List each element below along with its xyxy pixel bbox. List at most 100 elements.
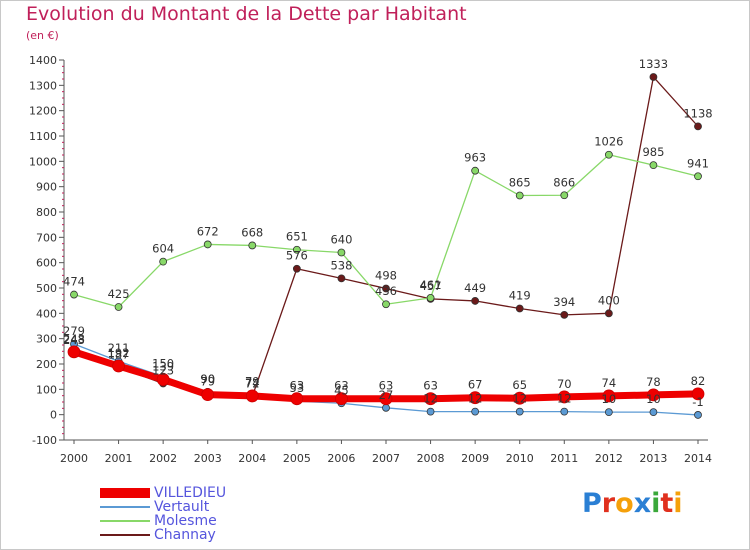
data-point-channay	[649, 73, 658, 81]
data-label-molesme: 865	[509, 176, 531, 190]
data-label-channay: 394	[553, 295, 575, 309]
data-label-channay: 538	[330, 258, 352, 272]
data-label-vertault: 53	[290, 381, 305, 395]
data-label-vertault: 12	[557, 392, 572, 406]
data-point-villedieu	[67, 345, 81, 359]
y-tick-label: 800	[36, 206, 57, 219]
legend-label: Channay	[154, 527, 216, 543]
data-point-molesme	[337, 248, 346, 257]
data-point-molesme	[604, 150, 613, 159]
data-label-molesme: 474	[63, 275, 85, 289]
x-tick-label: 2007	[372, 452, 400, 465]
data-point-vertault	[694, 411, 702, 419]
data-label-molesme: 425	[108, 287, 130, 301]
data-label-molesme: 941	[687, 156, 709, 170]
y-tick-label: 0	[50, 409, 57, 422]
data-point-channay	[382, 284, 390, 293]
data-label-vertault: 12	[512, 392, 527, 406]
data-label-channay: 419	[509, 289, 531, 303]
x-tick-label: 2008	[417, 452, 445, 465]
data-label-villedieu: 82	[691, 374, 706, 388]
data-point-molesme	[159, 257, 168, 266]
x-tick-label: 2011	[550, 452, 578, 465]
data-label-channay: 187	[108, 347, 130, 361]
logo-letter: x	[633, 488, 652, 519]
data-label-molesme: 651	[286, 230, 308, 244]
data-point-molesme	[382, 300, 390, 309]
x-tick-label: 2010	[506, 452, 534, 465]
data-label-channay: 498	[375, 269, 397, 283]
data-point-molesme	[292, 245, 301, 254]
data-label-vertault: 79	[245, 375, 260, 389]
data-point-molesme	[248, 241, 257, 250]
x-tick-label: 2009	[461, 452, 489, 465]
data-label-molesme: 866	[553, 175, 575, 189]
data-label-channay: 400	[598, 293, 620, 307]
data-point-vertault	[471, 407, 480, 416]
data-point-villedieu	[647, 388, 660, 402]
data-point-villedieu	[156, 373, 170, 386]
data-label-vertault: -1	[692, 395, 703, 409]
data-label-molesme: 1026	[594, 135, 623, 149]
legend-item-vertault: Vertault	[100, 500, 226, 514]
x-tick-label: 2005	[283, 452, 311, 465]
series-line-channay	[73, 76, 699, 398]
legend-label: VILLEDIEU	[154, 485, 227, 501]
data-label-villedieu: 65	[512, 378, 527, 392]
x-tick-label: 2000	[60, 452, 88, 465]
y-tick-label: 200	[36, 358, 57, 371]
data-label-molesme: 985	[642, 145, 664, 159]
data-label-channay: 1333	[639, 57, 668, 71]
data-point-villedieu	[557, 390, 571, 404]
data-label-vertault: 10	[646, 392, 661, 406]
data-point-vertault	[426, 407, 435, 416]
data-label-vertault: 279	[63, 324, 85, 338]
data-label-molesme: 461	[420, 278, 442, 292]
y-tick-label: 500	[36, 282, 57, 295]
y-tick-label: 400	[36, 307, 57, 320]
data-point-molesme	[694, 172, 702, 181]
x-tick-label: 2001	[105, 452, 133, 465]
data-point-channay	[515, 304, 524, 313]
data-label-villedieu: 63	[423, 379, 438, 393]
data-label-channay: 576	[286, 249, 308, 263]
data-label-villedieu: 78	[646, 375, 661, 389]
data-point-channay	[471, 297, 480, 305]
chart-title: Evolution du Montant de la Dette par Hab…	[26, 3, 467, 25]
data-label-vertault: 90	[200, 372, 215, 386]
data-label-channay: 243	[63, 333, 85, 347]
data-point-molesme	[203, 240, 212, 249]
data-point-molesme	[114, 303, 123, 311]
x-tick-label: 2013	[639, 452, 667, 465]
proxiti-logo: Proxiti	[582, 488, 683, 519]
data-point-villedieu	[513, 391, 527, 405]
data-point-villedieu	[424, 392, 437, 406]
data-label-channay: 457	[420, 279, 442, 293]
data-point-villedieu	[602, 389, 616, 403]
data-point-channay	[560, 310, 569, 319]
data-label-molesme: 963	[464, 151, 486, 165]
data-point-vertault	[515, 407, 524, 416]
legend-item-villedieu: VILLEDIEU	[100, 486, 226, 500]
data-point-vertault	[604, 408, 613, 417]
legend-swatch	[100, 534, 150, 536]
data-label-molesme: 604	[152, 242, 174, 256]
data-point-molesme	[70, 290, 78, 299]
data-point-villedieu	[335, 392, 348, 406]
data-point-vertault	[560, 407, 569, 416]
data-point-molesme	[649, 161, 658, 170]
data-label-vertault: 211	[108, 341, 130, 355]
x-tick-label: 2012	[595, 452, 623, 465]
legend-swatch	[100, 520, 150, 522]
data-point-villedieu	[245, 389, 259, 403]
data-label-villedieu: 63	[290, 379, 305, 393]
data-point-villedieu	[468, 391, 482, 405]
x-tick-label: 2006	[327, 452, 355, 465]
x-tick-label: 2014	[684, 452, 712, 465]
data-label-villedieu: 63	[334, 379, 349, 393]
logo-letter: i	[651, 488, 661, 519]
legend-item-molesme: Molesme	[100, 514, 226, 528]
data-label-molesme: 640	[330, 233, 352, 247]
chart-legend: VILLEDIEU Vertault Molesme Channay	[100, 486, 226, 542]
